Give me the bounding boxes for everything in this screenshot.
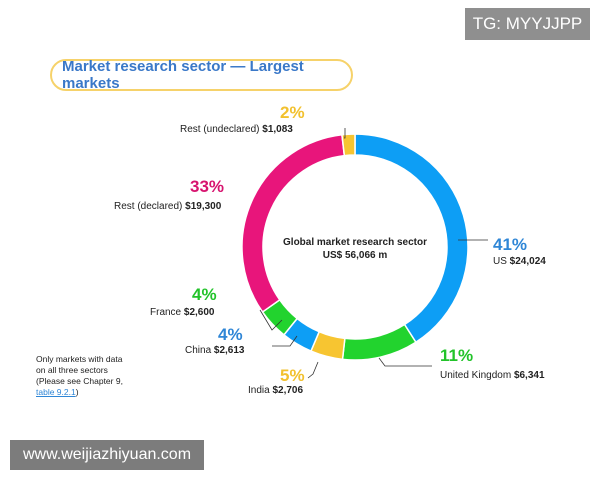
category-label-france: France $2,600	[150, 307, 215, 318]
footnote-table-link[interactable]: table 9.2.1	[36, 387, 76, 397]
category-label-rest-undeclared: Rest (undeclared) $1,083	[180, 124, 293, 135]
percent-label-india: 5%	[280, 366, 305, 385]
footnote-close: )	[75, 387, 79, 397]
watermark-banner: www.weijiazhiyuan.com	[10, 440, 204, 470]
category-label-united-kingdom: United Kingdom $6,341	[440, 370, 545, 381]
watermark-badge: TG: MYYJJPP	[465, 8, 590, 40]
category-label-india: India $2,706	[248, 385, 303, 396]
slice-united-kingdom	[341, 323, 417, 361]
slice-rest-undeclared	[341, 133, 356, 157]
footnote-line-1: Only markets with data	[36, 354, 123, 364]
center-label-title: Global market research sector	[283, 237, 427, 248]
leader-line-united-kingdom	[378, 357, 432, 367]
percent-label-rest-undeclared: 2%	[280, 103, 305, 122]
category-label-us: US $24,024	[493, 256, 546, 267]
footnote: Only markets with data on all three sect…	[36, 354, 123, 398]
slice-rest-declared	[241, 133, 346, 313]
category-label-rest-declared: Rest (declared) $19,300	[114, 201, 222, 212]
leader-line-india	[307, 361, 319, 379]
leader-line-france	[259, 309, 283, 331]
chart-title: Market research sector — Largest markets	[50, 58, 353, 92]
leader-line-rest-undeclared	[344, 128, 346, 139]
percent-label-china: 4%	[218, 325, 243, 344]
percent-label-us: 41%	[493, 235, 527, 254]
percent-label-france: 4%	[192, 285, 217, 304]
footnote-line-2: on all three sectors	[36, 365, 108, 375]
percent-label-rest-declared: 33%	[190, 177, 224, 196]
center-label-total: US$ 56,066 m	[323, 250, 388, 261]
category-label-china: China $2,613	[185, 345, 245, 356]
percent-label-united-kingdom: 11%	[440, 346, 473, 365]
leader-line-china	[272, 335, 298, 347]
footnote-line-3: (Please see Chapter 9,	[36, 376, 123, 386]
